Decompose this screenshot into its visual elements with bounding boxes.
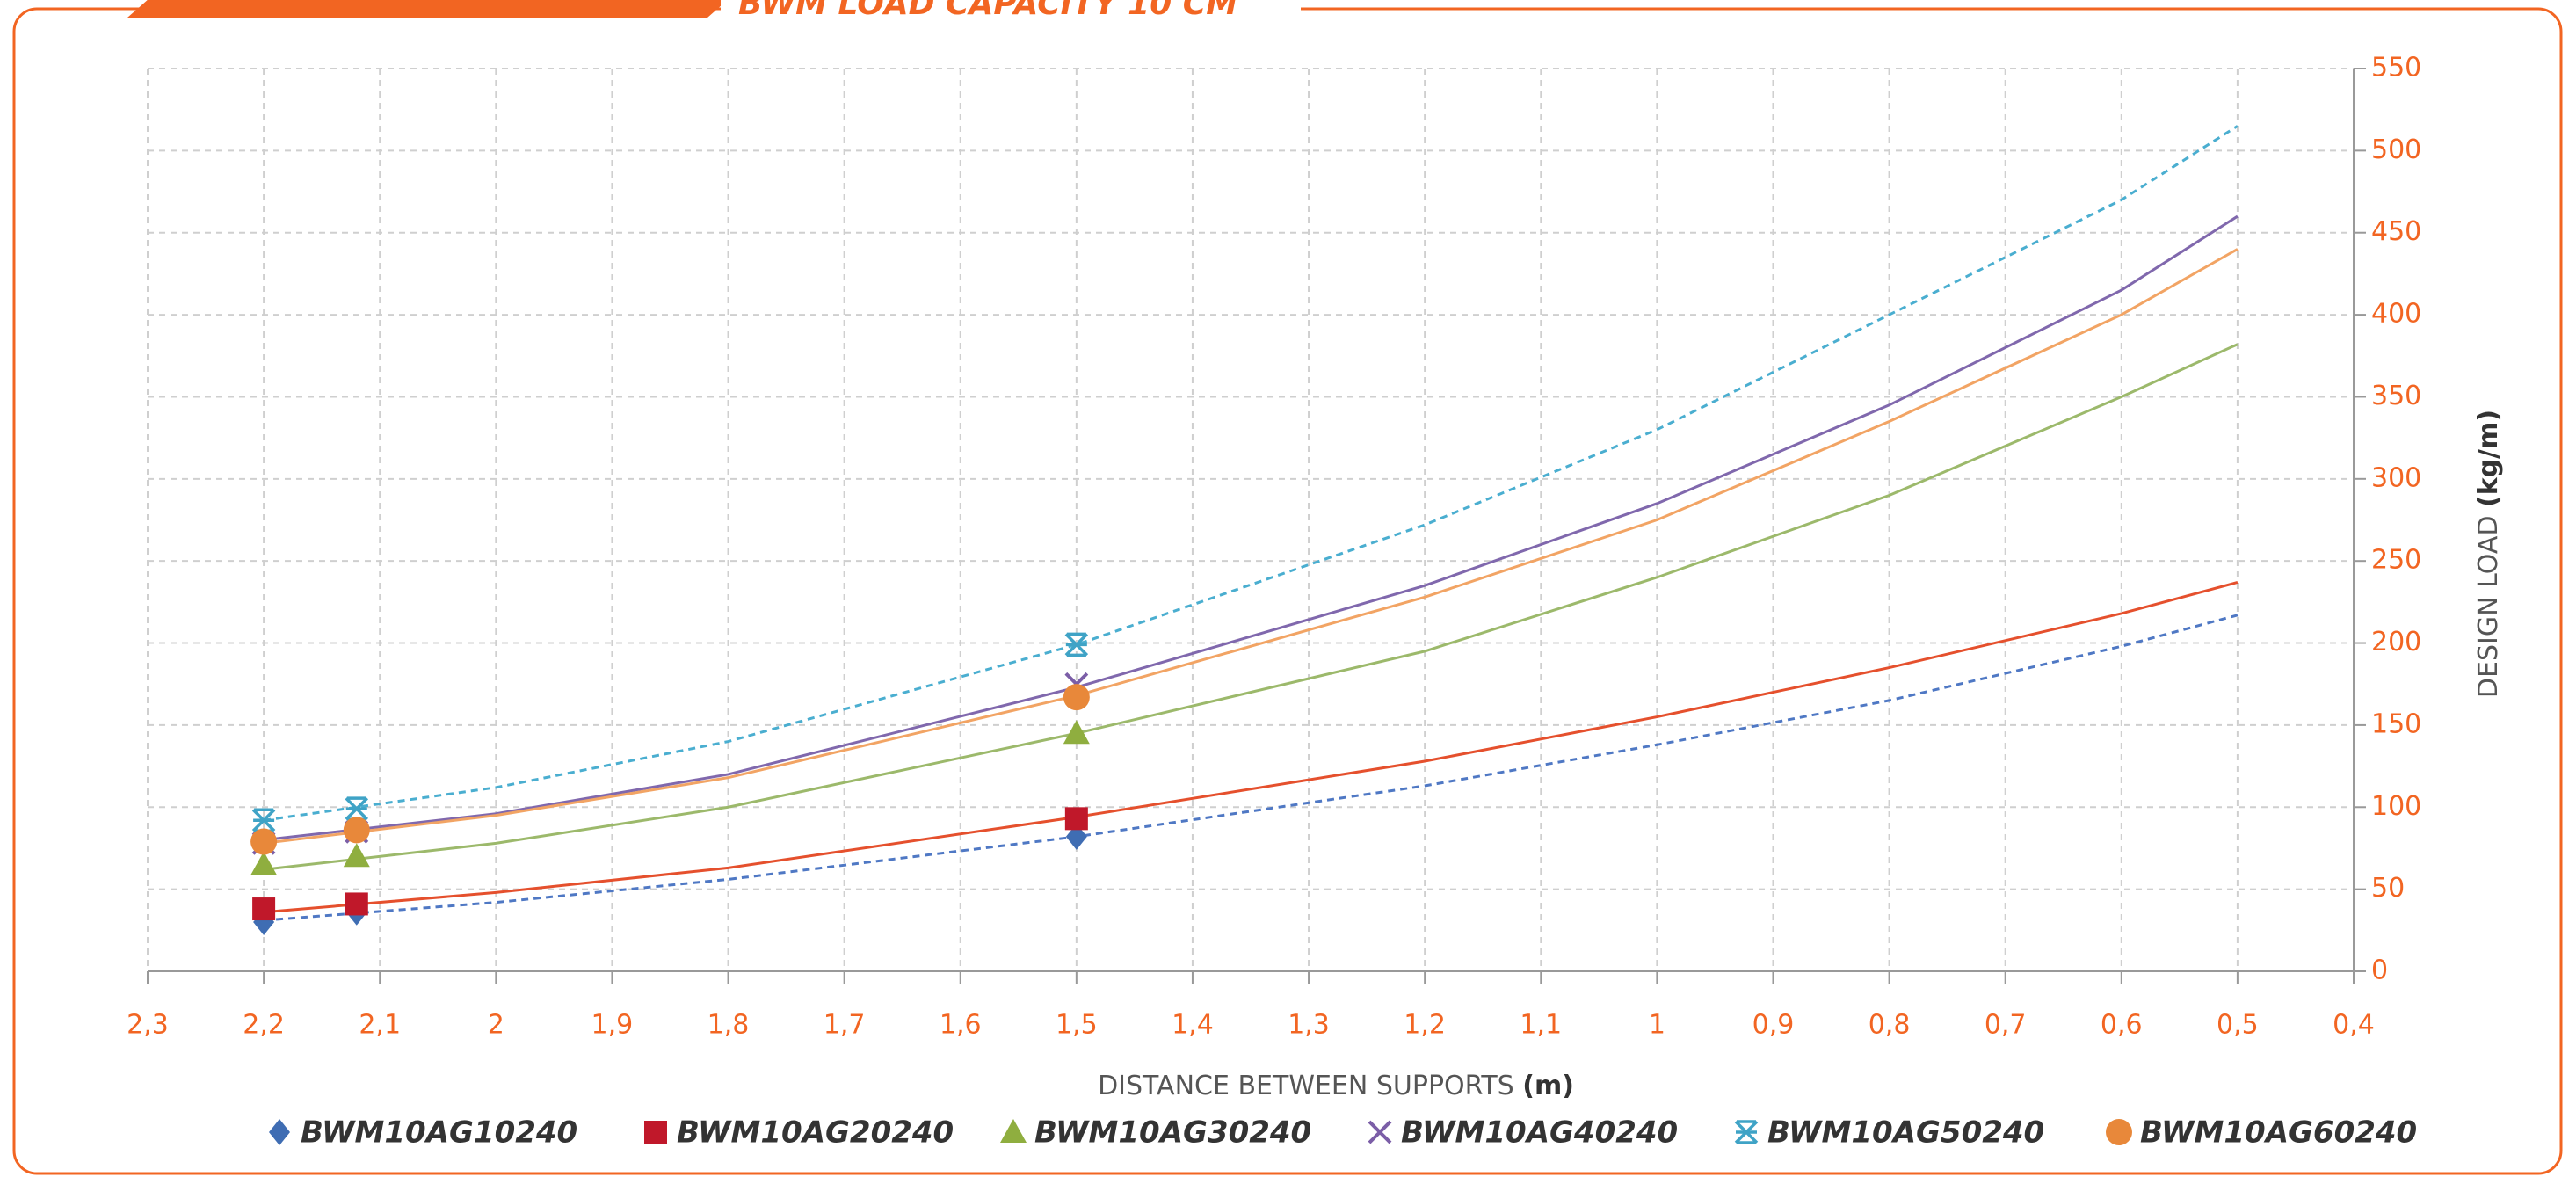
x-tick-label: 1,1: [1520, 1010, 1562, 1041]
point: [343, 817, 370, 844]
y-tick-label: 400: [2371, 299, 2421, 330]
x-tick-label: 1,9: [591, 1010, 634, 1041]
trend-line: [263, 125, 2239, 822]
y-tick-label: 250: [2371, 545, 2421, 576]
x-tick-label: 1,3: [1288, 1010, 1330, 1041]
title-banner: [127, 0, 728, 18]
point: [250, 851, 278, 875]
point: [345, 892, 368, 916]
x-tick-label: 0,6: [2101, 1010, 2143, 1041]
point: [250, 828, 278, 855]
point: [252, 897, 276, 921]
legend-label: BWM10AG10240: [301, 1115, 577, 1151]
y-tick-label: 350: [2371, 381, 2421, 411]
x-tick-label: 1,4: [1172, 1010, 1214, 1041]
x-tick-label: 1,7: [824, 1010, 866, 1041]
trend-line: [263, 214, 2239, 842]
plot: 0 50 100 150 200 250 300 350 400 450 500 550 2,3 2,2 2…: [127, 53, 2421, 1041]
legend-label: BWM10AG60240: [2140, 1115, 2417, 1151]
point: [1064, 632, 1089, 657]
point: [343, 843, 370, 868]
x-tick-label: 0,5: [2217, 1010, 2259, 1041]
x-tick-label: 2: [488, 1010, 504, 1041]
x-tick-label: 1,6: [940, 1010, 982, 1041]
y-tick-label: 550: [2371, 53, 2421, 84]
y-tick-label: 150: [2371, 708, 2421, 739]
point: [1063, 684, 1090, 711]
legend-marker: [1000, 1119, 1027, 1143]
point: [345, 796, 369, 821]
y-tick-label: 100: [2371, 791, 2421, 822]
x-tick-label: 1,2: [1404, 1010, 1446, 1041]
x-tick-label: 1,5: [1056, 1010, 1098, 1041]
y-axis-label: DESIGN LOAD (kg/m): [2473, 410, 2504, 698]
x-tick-label: 0,4: [2333, 1010, 2375, 1041]
y-label-unit: (kg/m): [2473, 410, 2504, 507]
point: [1065, 823, 1087, 850]
legend-label: BWM10AG40240: [1401, 1115, 1678, 1151]
trend-line: [263, 343, 2239, 871]
legend-label: BWM10AG30240: [1034, 1115, 1311, 1151]
trend-line: [263, 248, 2239, 845]
x-tick-label: 0,9: [1752, 1010, 1795, 1041]
y-tick-label: 0: [2371, 955, 2388, 986]
chart-title: BWM LOAD CAPACITY 10 CM: [738, 0, 1237, 22]
title-bg: [721, 0, 1301, 23]
legend-marker: [1734, 1120, 1759, 1144]
y-tick-label: 500: [2371, 134, 2421, 165]
trend-line: [263, 581, 2239, 914]
legend-marker: [644, 1121, 667, 1144]
y-tick-label: 450: [2371, 216, 2421, 247]
x-tick-label: 0,8: [1869, 1010, 1911, 1041]
legend-marker: [1368, 1120, 1392, 1144]
x-label-unit: (m): [1522, 1071, 1574, 1101]
y-label-text: DESIGN LOAD: [2473, 516, 2504, 699]
legend-label: BWM10AG20240: [677, 1115, 954, 1151]
legend-label: BWM10AG50240: [1767, 1115, 2044, 1151]
point: [1063, 720, 1090, 745]
legend-marker: [269, 1119, 290, 1145]
x-tick-label: 0,7: [1985, 1010, 2027, 1041]
trend-line: [263, 614, 2239, 922]
point: [1064, 807, 1088, 831]
x-tick-label: 1: [1649, 1010, 1665, 1041]
x-tick-label: 2,1: [359, 1010, 401, 1041]
x-tick-label: 1,8: [707, 1010, 750, 1041]
legend-marker: [2106, 1119, 2132, 1145]
x-tick-label: 2,2: [243, 1010, 285, 1041]
x-axis-label: DISTANCE BETWEEN SUPPORTS (m): [1098, 1071, 1574, 1101]
frame: [12, 7, 2563, 1175]
y-tick-label: 50: [2371, 873, 2405, 904]
x-label-text: DISTANCE BETWEEN SUPPORTS: [1098, 1071, 1514, 1101]
x-tick-label: 2,3: [127, 1010, 169, 1041]
point: [251, 808, 276, 832]
y-tick-label: 300: [2371, 462, 2421, 493]
y-tick-label: 200: [2371, 627, 2421, 657]
